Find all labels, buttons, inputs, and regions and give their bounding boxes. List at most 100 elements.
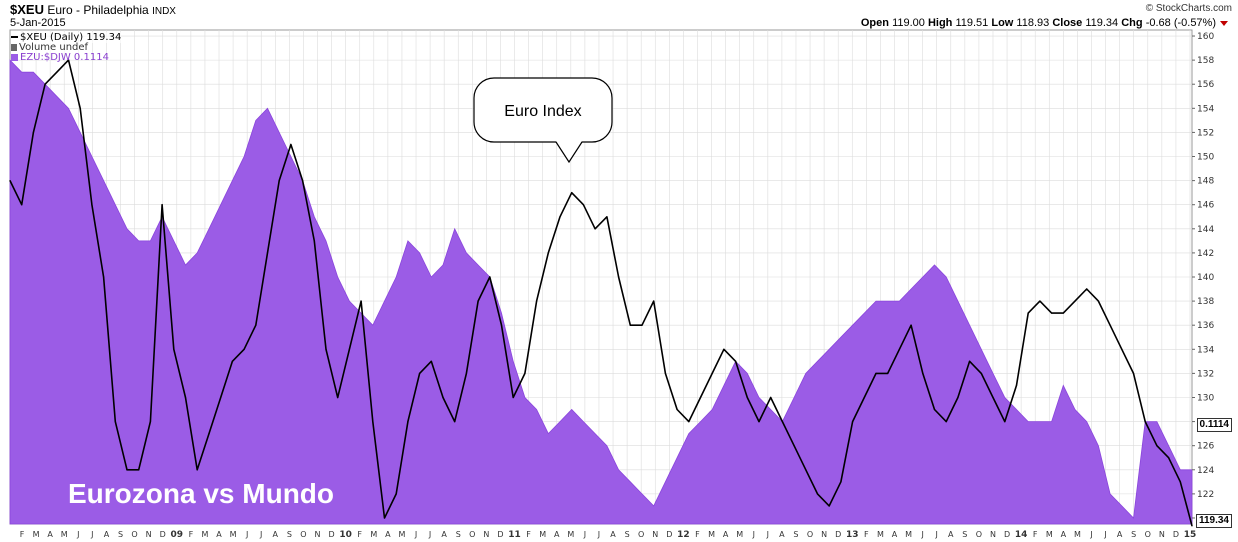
euro-index-point [1109, 324, 1111, 326]
x-tick-label: S [1131, 530, 1136, 539]
euro-index-point [91, 204, 93, 206]
euro-index-point [594, 228, 596, 230]
euro-index-point [1132, 372, 1135, 374]
x-tick-label: N [146, 530, 152, 539]
euro-index-point [21, 204, 23, 206]
x-tick-label: A [47, 530, 53, 539]
x-tick-label: 09 [171, 530, 184, 540]
x-tick-label: 10 [339, 530, 352, 540]
legend-area-label: EZU:$DJW 0.1114 [20, 52, 109, 63]
euro-index-point [243, 348, 245, 350]
exchange: INDX [152, 6, 176, 17]
euro-index-point [149, 421, 151, 423]
ohlc-summary: Open 119.00 High 119.51 Low 118.93 Close… [861, 17, 1216, 29]
euro-index-point [1086, 288, 1088, 290]
y-tick-label: 160 [1197, 32, 1214, 42]
x-tick-label: J [76, 530, 79, 539]
euro-index-point [500, 324, 503, 326]
euro-index-point [126, 469, 128, 471]
y-tick-label: 136 [1197, 321, 1214, 331]
x-tick-label: 11 [508, 530, 521, 540]
x-tick-label: J [259, 530, 262, 539]
x-tick-label: M [33, 530, 40, 539]
euro-index-point [372, 421, 374, 423]
callout-bubble [473, 77, 613, 143]
y-tick-label: 134 [1197, 345, 1214, 355]
euro-index-point [676, 408, 678, 411]
euro-index-point [618, 276, 620, 278]
euro-index-point [465, 372, 467, 374]
x-tick-label: M [1074, 530, 1081, 539]
legend-line-label: $XEU (Daily) 119.34 [20, 32, 122, 43]
euro-index-point [348, 348, 350, 350]
euro-index-point [793, 445, 795, 447]
overlay-title: Eurozona vs Mundo [68, 478, 334, 509]
x-tick-label: J [935, 530, 938, 539]
euro-index-point [337, 396, 339, 399]
x-tick-label: A [779, 530, 785, 539]
y-tick-label: 152 [1197, 128, 1214, 138]
euro-index-point [290, 143, 292, 146]
x-tick-label: A [1061, 530, 1067, 539]
x-tick-label: N [315, 530, 321, 539]
x-tick-label: A [1117, 530, 1123, 539]
euro-index-point [969, 360, 971, 362]
euro-index-point [875, 372, 877, 374]
x-tick-label: S [625, 530, 630, 539]
down-arrow-icon [1220, 21, 1228, 26]
euro-index-point [758, 421, 760, 423]
euro-index-point [582, 204, 585, 206]
x-tick-label: A [892, 530, 898, 539]
x-tick-label: F [526, 530, 531, 539]
euro-index-point [173, 348, 175, 350]
euro-index-point [1144, 421, 1146, 423]
euro-index-point [1097, 300, 1099, 302]
euro-index-point [114, 421, 116, 423]
low-value: 118.93 [1016, 17, 1050, 29]
legend-volume-label: Volume undef [19, 42, 89, 53]
x-tick-label: S [456, 530, 461, 539]
y-tick-label: 140 [1197, 273, 1214, 283]
euro-index-point [664, 372, 667, 374]
x-tick-label: N [652, 530, 658, 539]
euro-index-point [653, 300, 655, 302]
open-label: Open [860, 17, 889, 29]
x-tick-label: S [287, 530, 292, 539]
x-tick-label: A [385, 530, 391, 539]
y-tick-label: 154 [1197, 104, 1214, 114]
euro-index-point [138, 469, 140, 471]
euro-index-point [454, 421, 456, 423]
x-tick-label: J [1089, 530, 1092, 539]
x-tick-label: M [877, 530, 884, 539]
euro-index-point [325, 348, 327, 350]
x-tick-label: M [201, 530, 208, 539]
x-tick-label: J [583, 530, 586, 539]
euro-index-line-series [9, 59, 1193, 527]
x-tick-label: S [962, 530, 967, 539]
euro-index-point [266, 252, 269, 254]
euro-index-point [524, 372, 526, 374]
x-tick-label: N [483, 530, 489, 539]
x-tick-label: F [20, 530, 25, 539]
euro-index-point [512, 396, 514, 399]
x-tick-label: M [230, 530, 237, 539]
chg-label: Chg [1121, 17, 1143, 29]
volume-swatch [11, 43, 17, 51]
stockcharts-credit: © StockCharts.com [1145, 3, 1232, 14]
euro-index-point [161, 204, 163, 206]
x-tick-label: M [398, 530, 405, 539]
euro-index-point [231, 360, 233, 362]
x-tick-label: F [864, 530, 869, 539]
euro-index-point [9, 180, 11, 182]
x-tick-label: D [666, 530, 672, 539]
y-tick-label: 124 [1197, 466, 1214, 476]
euro-index-point [255, 324, 257, 326]
euro-index-point [278, 180, 280, 182]
euro-index-point [840, 481, 842, 483]
x-tick-label: N [990, 530, 996, 539]
x-tick-label: M [708, 530, 715, 539]
euro-index-point [536, 300, 538, 302]
chart-symbol-line: $XEU Euro - Philadelphia INDX [10, 2, 176, 17]
euro-index-point [863, 396, 865, 399]
x-tick-label: J [752, 530, 755, 539]
